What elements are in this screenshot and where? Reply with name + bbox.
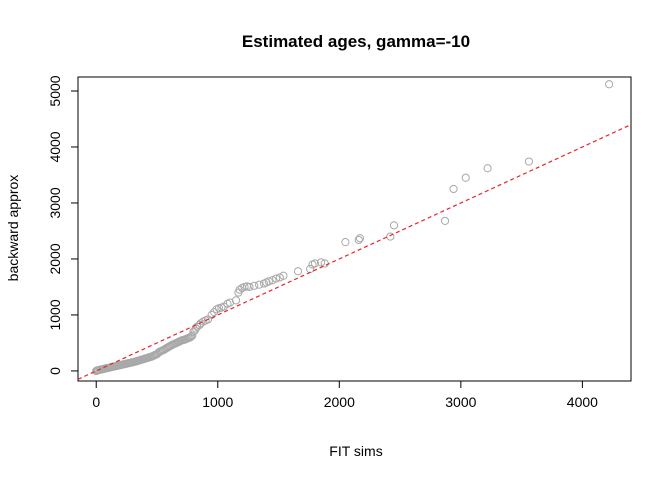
data-point: [272, 274, 281, 283]
data-point: [605, 80, 614, 89]
data-point: [207, 310, 216, 320]
data-point: [275, 273, 284, 282]
plot-area-border: [77, 76, 632, 382]
y-tick-label: 3000: [47, 187, 63, 218]
data-point: [293, 267, 303, 276]
data-point: [461, 173, 470, 182]
reference-line: [77, 124, 632, 380]
y-tick-label: 5000: [47, 75, 63, 106]
data-point: [354, 235, 363, 245]
data-point: [231, 296, 241, 305]
data-point: [210, 308, 219, 317]
data-point: [235, 285, 244, 294]
data-point: [268, 276, 277, 285]
data-point: [483, 164, 492, 173]
y-axis: 0 1000 2000 3000 4000 5000: [47, 75, 79, 375]
data-point: [245, 282, 254, 292]
data-point: [185, 333, 194, 342]
data-point: [341, 238, 350, 247]
data-point: [316, 258, 326, 267]
data-point: [440, 216, 450, 225]
data-point: [196, 319, 205, 328]
data-point: [188, 331, 197, 340]
data-point: [449, 184, 458, 194]
y-tick-label: 4000: [47, 131, 63, 162]
plot-content: [77, 80, 632, 380]
chart-title: Estimated ages, gamma=-10: [242, 32, 470, 51]
x-tick-label: 3000: [445, 394, 476, 410]
x-tick-label: 4000: [567, 394, 598, 410]
data-point: [279, 271, 288, 280]
data-point: [264, 277, 273, 286]
data-point: [250, 281, 259, 290]
data-point: [254, 280, 264, 289]
data-points: [92, 80, 614, 376]
x-axis: 0 1000 2000 3000 4000: [92, 380, 598, 410]
x-tick-label: 0: [92, 394, 100, 410]
x-axis-label: FIT sims: [329, 443, 382, 459]
data-point: [355, 234, 365, 243]
data-point: [389, 221, 399, 230]
data-point: [386, 232, 395, 241]
y-tick-label: 0: [47, 367, 63, 375]
y-tick-label: 2000: [47, 243, 63, 274]
x-tick-label: 1000: [202, 394, 233, 410]
x-tick-label: 2000: [324, 394, 355, 410]
y-tick-label: 1000: [47, 299, 63, 330]
data-point: [186, 332, 196, 341]
data-point: [524, 157, 534, 166]
y-axis-label: backward approx: [5, 175, 21, 282]
data-point: [310, 259, 320, 268]
